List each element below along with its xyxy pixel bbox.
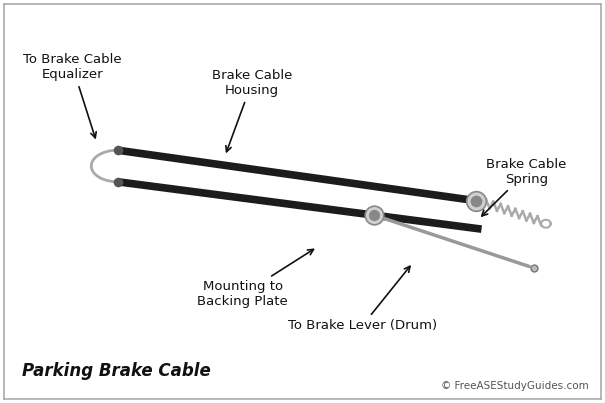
Point — [369, 212, 379, 218]
Point — [471, 197, 480, 204]
Point — [529, 265, 539, 272]
Text: To Brake Cable
Equalizer: To Brake Cable Equalizer — [24, 53, 122, 138]
Text: Mounting to
Backing Plate: Mounting to Backing Plate — [197, 249, 313, 308]
Text: Brake Cable
Spring: Brake Cable Spring — [482, 158, 566, 216]
Point — [471, 197, 480, 204]
Text: Parking Brake Cable: Parking Brake Cable — [22, 362, 211, 380]
Text: To Brake Lever (Drum): To Brake Lever (Drum) — [287, 266, 437, 332]
Text: © FreeASEStudyGuides.com: © FreeASEStudyGuides.com — [441, 381, 589, 391]
Point — [113, 179, 122, 185]
Text: Brake Cable
Housing: Brake Cable Housing — [212, 69, 292, 152]
Point — [369, 212, 379, 218]
Point — [113, 147, 122, 154]
